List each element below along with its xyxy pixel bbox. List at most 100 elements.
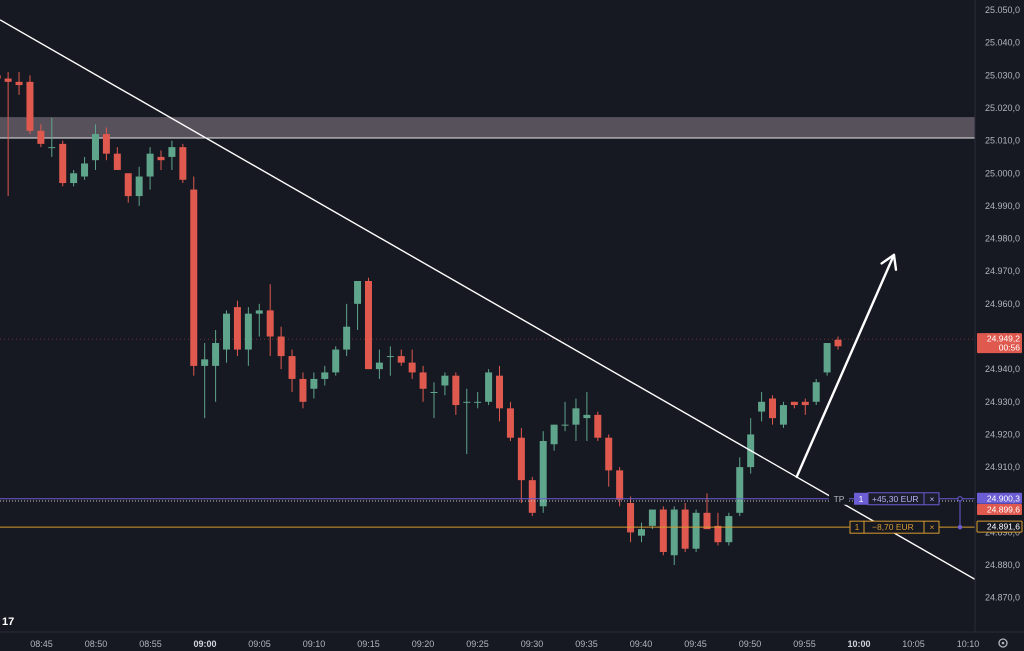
candle-body (801, 401, 809, 406)
candle-body (0, 75, 1, 79)
candle-body (124, 173, 132, 197)
candle-body (692, 512, 700, 549)
candle (288, 349, 296, 393)
candle (179, 143, 187, 184)
candle-body (419, 372, 427, 389)
time-tick-label: 10:05 (902, 639, 925, 649)
last-price-tag[interactable]: 24.949,200:56 (977, 333, 1022, 354)
candle (113, 147, 121, 170)
time-tick-label: 09:35 (575, 639, 598, 649)
candle-body (517, 437, 525, 481)
candle (452, 372, 460, 415)
candle (561, 401, 569, 432)
sl-order-label[interactable]: 1 −8,70 EUR × (849, 520, 940, 534)
candle (91, 124, 99, 170)
candle-body (255, 310, 263, 314)
candle (583, 392, 591, 441)
candle-body (223, 313, 231, 350)
time-tick-label: 09:30 (521, 639, 544, 649)
candle (823, 343, 831, 376)
sl-pnl-bg (863, 520, 940, 534)
tp-handle[interactable] (957, 496, 963, 502)
candle (441, 372, 449, 396)
candle (550, 424, 558, 451)
tp-close-button[interactable]: × (930, 494, 935, 504)
candle-body (714, 525, 722, 543)
price-tick-label: 25.040,0 (985, 38, 1020, 48)
candle (343, 303, 351, 357)
candle-body (277, 336, 285, 357)
tp-tag-text: TP (834, 494, 845, 504)
candle-body (725, 516, 733, 543)
sl-qty-text: 1 (855, 522, 860, 532)
entry-price-tag[interactable]: 24.899,6 (977, 504, 1022, 516)
candle (190, 176, 198, 376)
tp-order-label[interactable]: TP 1 +45,30 EUR × (829, 492, 940, 506)
tv-logo-icon[interactable]: 17 (2, 616, 14, 628)
candle-body (266, 310, 274, 337)
candle-body (703, 512, 711, 530)
sl-pnl-text: −8,70 EUR (872, 522, 914, 532)
sl-close-button[interactable]: × (930, 522, 935, 532)
candle (4, 72, 12, 197)
entry-price-tag-text: 24.899,6 (987, 505, 1020, 515)
time-tick-label: 10:00 (847, 639, 870, 649)
tp-qty-bg (854, 492, 868, 505)
candle-body (364, 280, 372, 370)
resistance-zone[interactable] (0, 117, 980, 138)
candle (310, 372, 318, 399)
time-tick-label: 09:00 (193, 639, 216, 649)
candle (135, 166, 143, 206)
tp-pnl-bg (867, 492, 940, 506)
tp-tag-bg (829, 492, 849, 505)
price-tick-label: 24.940,0 (985, 364, 1020, 374)
time-tick-label: 09:55 (793, 639, 816, 649)
candle-body (354, 280, 362, 304)
candle (299, 372, 307, 409)
candle-body (81, 163, 89, 177)
candle-body (496, 375, 504, 409)
price-tick-label: 24.870,0 (985, 593, 1020, 603)
candle-body (616, 470, 624, 500)
price-tick-label: 24.920,0 (985, 429, 1020, 439)
tp-price-tag[interactable]: 24.900,3 (977, 492, 1022, 504)
candle (605, 434, 613, 487)
candle (485, 369, 493, 406)
price-axis-labels: 25.050,0 25.040,0 25.030,0 25.020,0 25.010,0… (976, 5, 1023, 603)
sl-price-tag[interactable]: 24.891,6 (976, 520, 1023, 533)
tp-pnl-text: +45,30 EUR (872, 494, 919, 504)
candle-body (113, 153, 121, 170)
candle-body (452, 375, 460, 406)
time-axis-panel[interactable] (0, 632, 975, 651)
candle (223, 310, 231, 363)
candle (714, 512, 722, 546)
candle-body (485, 372, 493, 402)
candle (244, 307, 252, 366)
candle-body (561, 424, 569, 426)
sl-price-tag-bg (976, 520, 1023, 533)
candle (168, 140, 176, 170)
candle-body (321, 372, 329, 379)
settings-gear-icon[interactable] (998, 638, 1008, 648)
candle (124, 173, 132, 203)
candle-body (408, 362, 416, 373)
candle (572, 398, 580, 441)
candle-body (539, 440, 547, 507)
candle (321, 365, 329, 386)
time-tick-label: 09:05 (248, 639, 271, 649)
sl-handle[interactable] (957, 524, 963, 530)
candle (801, 398, 809, 415)
price-tick-label: 24.930,0 (985, 397, 1020, 407)
price-tick-label: 24.880,0 (985, 560, 1020, 570)
candle (692, 509, 700, 552)
candle (528, 476, 536, 517)
candle-body (168, 147, 176, 157)
candle-body (201, 359, 209, 366)
candle-body (550, 424, 558, 445)
candle-body (823, 343, 831, 373)
candle (506, 401, 514, 441)
trendline[interactable] (0, 19, 1024, 609)
arrow-line[interactable] (795, 253, 896, 479)
candle (419, 365, 427, 402)
